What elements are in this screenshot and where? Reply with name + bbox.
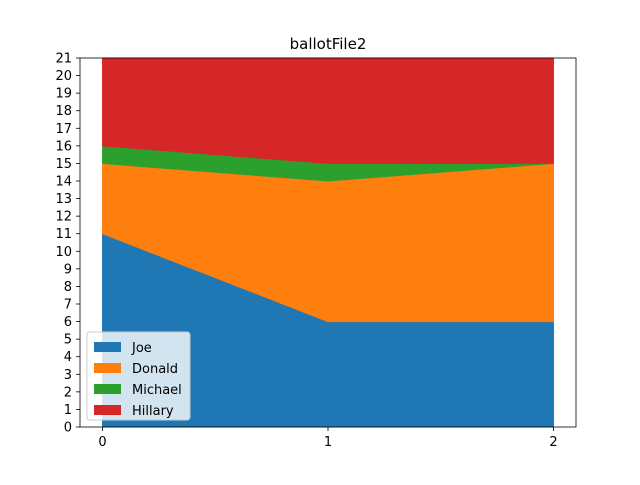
legend-box [86,331,191,421]
legend-label: Joe [131,341,152,356]
legend-label: Donald [132,362,178,377]
x-tick-label: 2 [549,435,557,450]
y-tick-label: 5 [64,333,72,348]
legend-label: Hillary [132,404,174,419]
y-tick-label: 14 [55,175,72,190]
y-tick-label: 0 [64,421,72,436]
y-tick-label: 21 [55,52,72,67]
legend-swatch [94,363,121,373]
y-tick-label: 16 [55,139,72,154]
legend-swatch [94,384,121,394]
y-tick-label: 19 [55,87,72,102]
legend-swatch [94,342,121,352]
y-tick-label: 7 [64,298,72,313]
legend: Joe Donald Michael Hillary [86,331,191,421]
y-tick-label: 2 [64,385,72,400]
x-tick-label: 0 [98,435,106,450]
y-tick-label: 15 [55,157,72,172]
legend-swatch [94,405,121,415]
y-tick-label: 13 [55,192,72,207]
y-tick-label: 3 [64,368,72,383]
y-tick-label: 12 [55,210,72,225]
y-tick-label: 9 [64,262,72,277]
legend-label: Michael [132,383,182,398]
y-tick-label: 4 [64,350,72,365]
area-series-4 [102,57,554,164]
y-tick-label: 10 [55,245,72,260]
chart-title: ballotFile2 [290,35,367,53]
y-tick-label: 17 [55,122,72,137]
x-tick-label: 1 [324,435,332,450]
y-tick-label: 1 [64,403,72,418]
x-axis-ticks: 0 1 2 [98,427,558,450]
y-tick-label: 20 [55,69,72,84]
y-tick-label: 11 [55,227,72,242]
y-tick-label: 6 [64,315,72,330]
y-tick-label: 18 [55,104,72,119]
y-tick-label: 8 [64,280,72,295]
area-layer [102,57,554,428]
